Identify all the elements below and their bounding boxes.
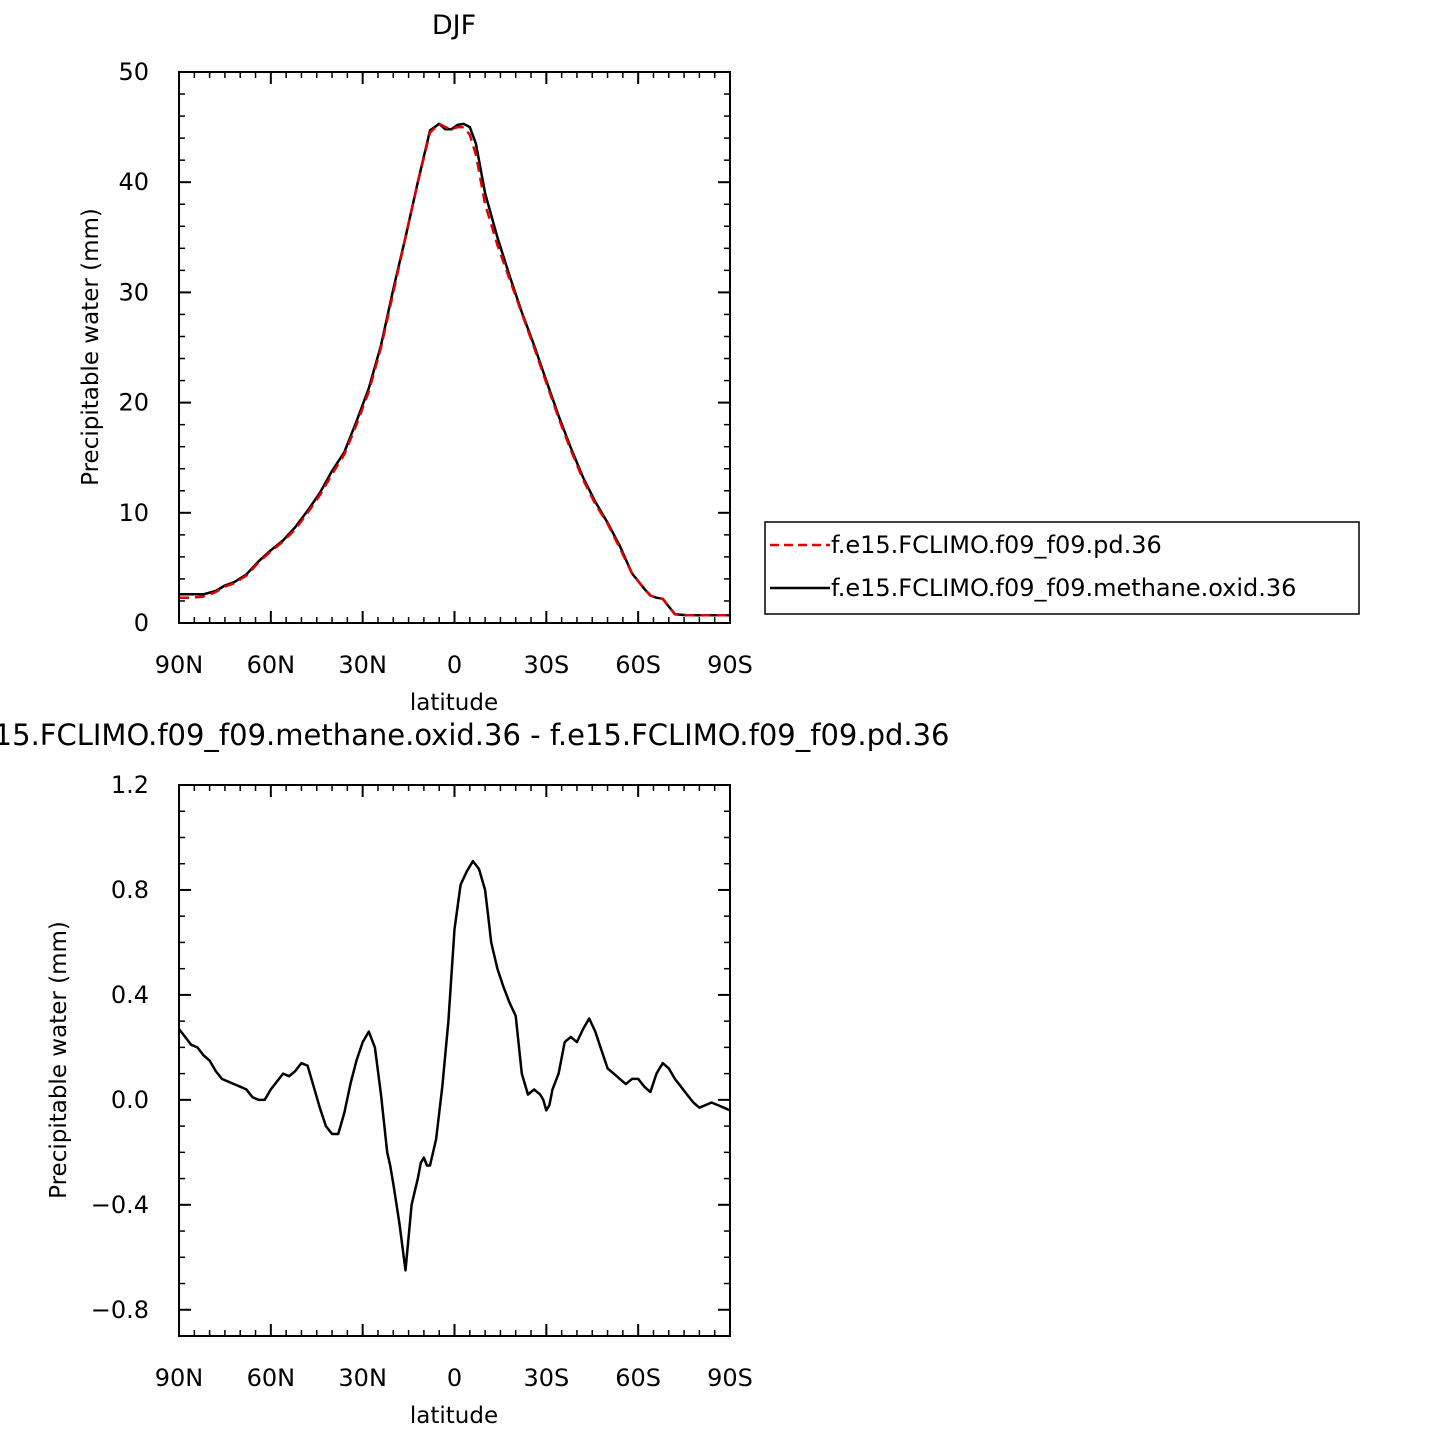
top-y-tick-label: 0 — [134, 609, 149, 637]
top-x-tick-label: 90S — [707, 651, 753, 679]
top-y-tick-label: 30 — [118, 278, 149, 306]
legend: f.e15.FCLIMO.f09_f09.pd.36 f.e15.FCLIMO.… — [764, 521, 1360, 615]
bottom-x-tick-label: 60N — [247, 1364, 296, 1392]
top-series-line-methane — [179, 122, 730, 617]
top-series-lines — [179, 122, 730, 617]
bottom-x-tick-label: 30N — [338, 1364, 387, 1392]
top-ylabel: Precipitable water (mm) — [78, 208, 104, 486]
bottom-x-tick-label: 60S — [615, 1364, 661, 1392]
top-y-tick-label: 20 — [118, 389, 149, 417]
top-title: DJF — [432, 10, 476, 41]
bottom-x-tick-label: 0 — [447, 1364, 462, 1392]
bottom-series-line-difference — [178, 859, 731, 1272]
bottom-title: f.e15.FCLIMO.f09_f09.methane.oxid.36 - f… — [0, 718, 949, 752]
top-x-tick-label: 60N — [247, 651, 296, 679]
bottom-series-lines — [178, 859, 731, 1272]
top-y-ticks: 0 10 20 30 40 50 — [118, 58, 730, 637]
top-y-tick-label: 10 — [118, 499, 149, 527]
top-x-tick-label: 30S — [523, 651, 569, 679]
bottom-xlabel: latitude — [410, 1403, 498, 1429]
bottom-x-tick-label: 90S — [707, 1364, 753, 1392]
legend-label-pd: f.e15.FCLIMO.f09_f09.pd.36 — [831, 531, 1162, 559]
top-x-tick-label: 0 — [447, 651, 462, 679]
bottom-y-tick-label: 0.8 — [111, 876, 149, 904]
bottom-y-tick-label: 1.2 — [111, 771, 149, 799]
bottom-x-tick-label: 30S — [523, 1364, 569, 1392]
top-x-tick-label: 60S — [615, 651, 661, 679]
bottom-y-tick-label: −0.4 — [91, 1191, 149, 1219]
legend-label-methane: f.e15.FCLIMO.f09_f09.methane.oxid.36 — [831, 574, 1296, 602]
bottom-x-tick-label: 90N — [155, 1364, 204, 1392]
bottom-y-tick-label: 0.4 — [111, 981, 149, 1009]
bottom-y-tick-label: 0.0 — [111, 1086, 149, 1114]
top-y-tick-label: 40 — [118, 168, 149, 196]
top-x-ticks: 90N 60N 30N 0 30S 60S 90S — [155, 72, 753, 679]
bottom-y-tick-label: −0.8 — [91, 1296, 149, 1324]
top-xlabel: latitude — [410, 690, 498, 716]
top-x-tick-label: 30N — [338, 651, 387, 679]
legend-box — [764, 521, 1360, 615]
bottom-plot-frame — [178, 784, 731, 1337]
top-series-line-pd — [179, 122, 730, 617]
top-y-tick-label: 50 — [118, 58, 149, 86]
top-x-tick-label: 90N — [155, 651, 204, 679]
bottom-ylabel: Precipitable water (mm) — [46, 921, 72, 1199]
top-plot-frame — [178, 71, 731, 624]
top-panel: DJF Precipitable water (mm) latitude 0 10… — [78, 10, 753, 716]
bottom-y-ticks: −0.8 −0.4 0.0 0.4 0.8 1.2 — [91, 771, 730, 1337]
bottom-panel: f.e15.FCLIMO.f09_f09.methane.oxid.36 - f… — [0, 718, 949, 1429]
